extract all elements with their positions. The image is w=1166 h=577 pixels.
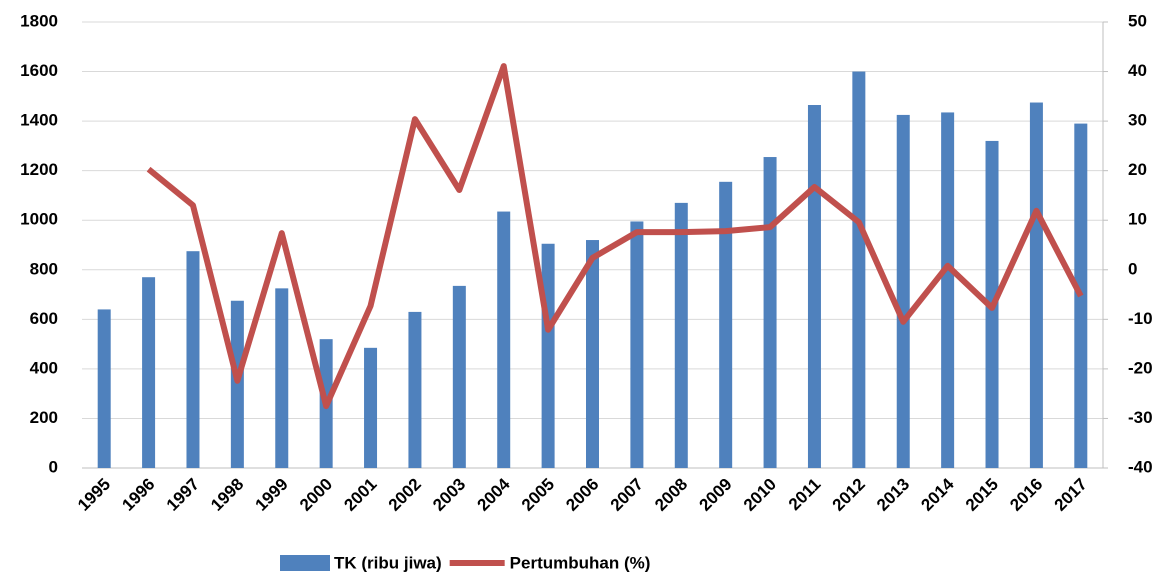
x-tick-label: 2011 bbox=[785, 475, 825, 515]
y2-tick-label: -10 bbox=[1128, 309, 1153, 328]
x-tick-label: 1998 bbox=[207, 475, 247, 515]
y2-tick-label: 20 bbox=[1128, 160, 1147, 179]
bar bbox=[1029, 102, 1043, 469]
bar bbox=[186, 251, 200, 468]
bar bbox=[674, 202, 688, 468]
y-tick-label: 1800 bbox=[20, 11, 58, 30]
x-tick-label: 2001 bbox=[340, 475, 380, 515]
y2-tick-label: -40 bbox=[1128, 457, 1153, 476]
bar bbox=[497, 211, 511, 469]
y-tick-label: 1200 bbox=[20, 160, 58, 179]
x-tick-label: 1995 bbox=[74, 475, 114, 515]
x-tick-label: 2013 bbox=[873, 475, 913, 515]
line bbox=[146, 63, 1084, 410]
bar bbox=[97, 309, 111, 468]
x-tick-label: 2008 bbox=[651, 475, 691, 515]
y2-tick-label: 0 bbox=[1128, 259, 1137, 278]
x-tick-label: 2004 bbox=[474, 474, 515, 515]
y2-tick-label: -30 bbox=[1128, 408, 1153, 427]
bar bbox=[852, 71, 866, 469]
bar bbox=[941, 112, 955, 468]
x-tick-label: 2012 bbox=[829, 475, 869, 515]
y-tick-label: 1400 bbox=[20, 111, 58, 130]
y-tick-label: 0 bbox=[49, 457, 58, 476]
bar bbox=[896, 114, 910, 469]
x-tick-label: 2003 bbox=[429, 475, 469, 515]
y2-tick-label: 30 bbox=[1128, 111, 1147, 130]
bar bbox=[807, 105, 821, 468]
y-tick-label: 1000 bbox=[20, 210, 58, 229]
bar bbox=[630, 221, 644, 468]
legend-label: Pertumbuhan (%) bbox=[510, 553, 651, 572]
legend-swatch bbox=[280, 555, 330, 571]
bar bbox=[452, 285, 466, 468]
bar bbox=[719, 181, 733, 469]
y2-tick-label: 50 bbox=[1128, 11, 1147, 30]
x-tick-label: 1999 bbox=[252, 475, 292, 515]
x-tick-label: 2006 bbox=[562, 475, 602, 515]
x-tick-label: 2014 bbox=[917, 474, 958, 515]
x-tick-label: 2005 bbox=[518, 475, 558, 515]
x-tick-label: 2015 bbox=[962, 475, 1002, 515]
bar bbox=[364, 347, 378, 468]
x-tick-label: 1997 bbox=[163, 475, 203, 515]
x-tick-label: 2017 bbox=[1051, 475, 1091, 515]
bar bbox=[230, 300, 244, 468]
bar bbox=[541, 243, 555, 468]
y2-tick-label: 10 bbox=[1128, 210, 1147, 229]
y-tick-label: 200 bbox=[30, 408, 58, 427]
x-tick-label: 2002 bbox=[385, 475, 425, 515]
y2-tick-label: 40 bbox=[1128, 61, 1147, 80]
bar bbox=[142, 277, 156, 468]
bar bbox=[275, 288, 289, 468]
y-tick-label: 1600 bbox=[20, 61, 58, 80]
x-tick-label: 2009 bbox=[695, 475, 735, 515]
bar bbox=[763, 157, 777, 469]
y2-tick-label: -20 bbox=[1128, 358, 1153, 377]
x-tick-label: 2000 bbox=[296, 475, 336, 515]
x-tick-label: 2007 bbox=[607, 475, 647, 515]
x-tick-label: 2010 bbox=[740, 475, 780, 515]
x-tick-label: 1996 bbox=[118, 475, 158, 515]
legend-label: TK (ribu jiwa) bbox=[334, 553, 442, 572]
x-tick-label: 2016 bbox=[1006, 475, 1046, 515]
y-tick-label: 800 bbox=[30, 259, 58, 278]
y-tick-label: 400 bbox=[30, 358, 58, 377]
bar bbox=[408, 311, 422, 468]
bar bbox=[586, 240, 599, 468]
y-tick-label: 600 bbox=[30, 309, 58, 328]
